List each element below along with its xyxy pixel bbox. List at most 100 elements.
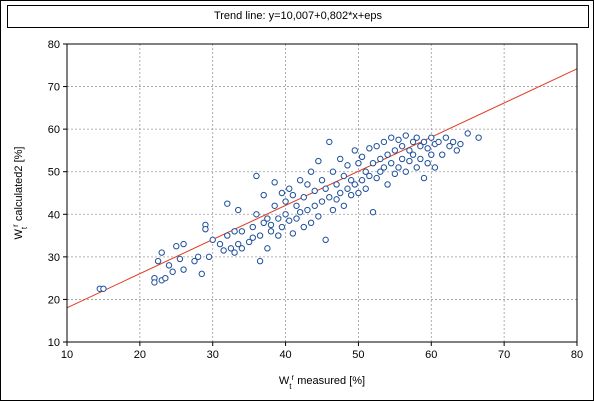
data-point (151, 279, 158, 286)
data-point (296, 177, 304, 184)
data-point (315, 213, 322, 220)
data-point (398, 142, 406, 150)
chart-title-bar: Trend line: y=10,007+0,802*x+eps (7, 5, 589, 28)
data-point (475, 134, 482, 141)
data-point (355, 189, 362, 197)
data-point (278, 189, 286, 197)
y-axis-title: Wtr calculated2 [%] (11, 147, 29, 240)
data-point (329, 206, 337, 214)
data-point (260, 219, 267, 227)
data-point (169, 268, 176, 275)
data-point (231, 228, 238, 235)
plot-frame (66, 43, 578, 343)
data-point (391, 170, 399, 178)
data-point (293, 215, 300, 222)
data-point (355, 160, 362, 167)
data-point (304, 181, 311, 188)
data-point (224, 232, 231, 239)
y-tick-label: 70 (48, 82, 60, 94)
data-point (256, 257, 264, 265)
data-point (322, 185, 329, 192)
data-point (165, 262, 173, 269)
data-point (406, 147, 413, 154)
data-point (347, 177, 355, 184)
data-point (413, 164, 420, 171)
data-point (424, 160, 431, 167)
data-point (439, 151, 446, 158)
data-point (402, 168, 409, 175)
data-point (333, 181, 340, 188)
data-point (366, 145, 373, 152)
data-point (286, 185, 293, 192)
data-point (388, 134, 395, 141)
data-point (315, 157, 322, 165)
data-point (238, 228, 246, 235)
data-point (307, 219, 315, 227)
x-tick-label: 20 (134, 349, 146, 361)
data-point (311, 187, 318, 195)
data-point (286, 217, 293, 224)
data-point (347, 191, 355, 199)
data-point (267, 221, 275, 229)
data-point (154, 257, 162, 265)
data-point (260, 191, 267, 199)
data-point (249, 223, 256, 231)
x-tick-label: 70 (498, 349, 510, 361)
data-point (326, 194, 333, 201)
data-point (264, 245, 271, 252)
chart-title: Trend line: y=10,007+0,802*x+eps (213, 10, 383, 22)
axis-ticks: 10 20 30 40 50 60 70 80 10 20 30 40 50 60 70 80 (48, 39, 583, 361)
data-point (194, 253, 202, 261)
data-point (340, 172, 348, 180)
data-point (304, 206, 311, 214)
data-point (100, 285, 107, 292)
data-point (366, 172, 373, 180)
data-point (377, 168, 384, 175)
data-point (373, 142, 380, 150)
x-tick-label: 60 (425, 349, 437, 361)
data-point (191, 257, 198, 265)
data-point (337, 155, 344, 163)
data-point (249, 234, 256, 241)
y-tick-label: 80 (48, 39, 60, 51)
data-point (446, 142, 453, 150)
x-tick-label: 40 (279, 349, 291, 361)
data-point (275, 232, 282, 239)
data-point (369, 208, 377, 216)
y-tick-label: 20 (48, 294, 60, 306)
data-point (300, 223, 307, 231)
data-point (358, 153, 366, 161)
data-point (158, 249, 165, 256)
trend-line (66, 68, 578, 309)
data-point (398, 155, 406, 163)
data-point (162, 274, 169, 282)
data-point (282, 198, 289, 205)
data-point (220, 247, 227, 254)
x-tick-label: 80 (571, 349, 583, 361)
data-point (351, 181, 358, 188)
data-point (311, 202, 318, 209)
data-point (351, 147, 358, 154)
data-point (453, 147, 460, 154)
data-point (395, 136, 402, 143)
y-tick-label: 40 (48, 209, 60, 221)
data-point (264, 215, 271, 222)
data-point (428, 134, 435, 141)
data-point (417, 142, 424, 150)
data-point (293, 202, 300, 209)
data-point (428, 151, 435, 158)
data-point (253, 211, 260, 218)
data-point (413, 134, 420, 141)
data-point (424, 145, 431, 152)
data-point (362, 185, 369, 192)
data-point (344, 185, 351, 192)
data-point (227, 245, 235, 252)
data-point (417, 155, 424, 163)
data-point (307, 168, 315, 175)
data-point (420, 138, 428, 146)
data-point (256, 232, 264, 239)
data-point (435, 138, 442, 146)
data-point (318, 198, 326, 205)
data-point (388, 160, 395, 167)
data-point (449, 138, 457, 146)
